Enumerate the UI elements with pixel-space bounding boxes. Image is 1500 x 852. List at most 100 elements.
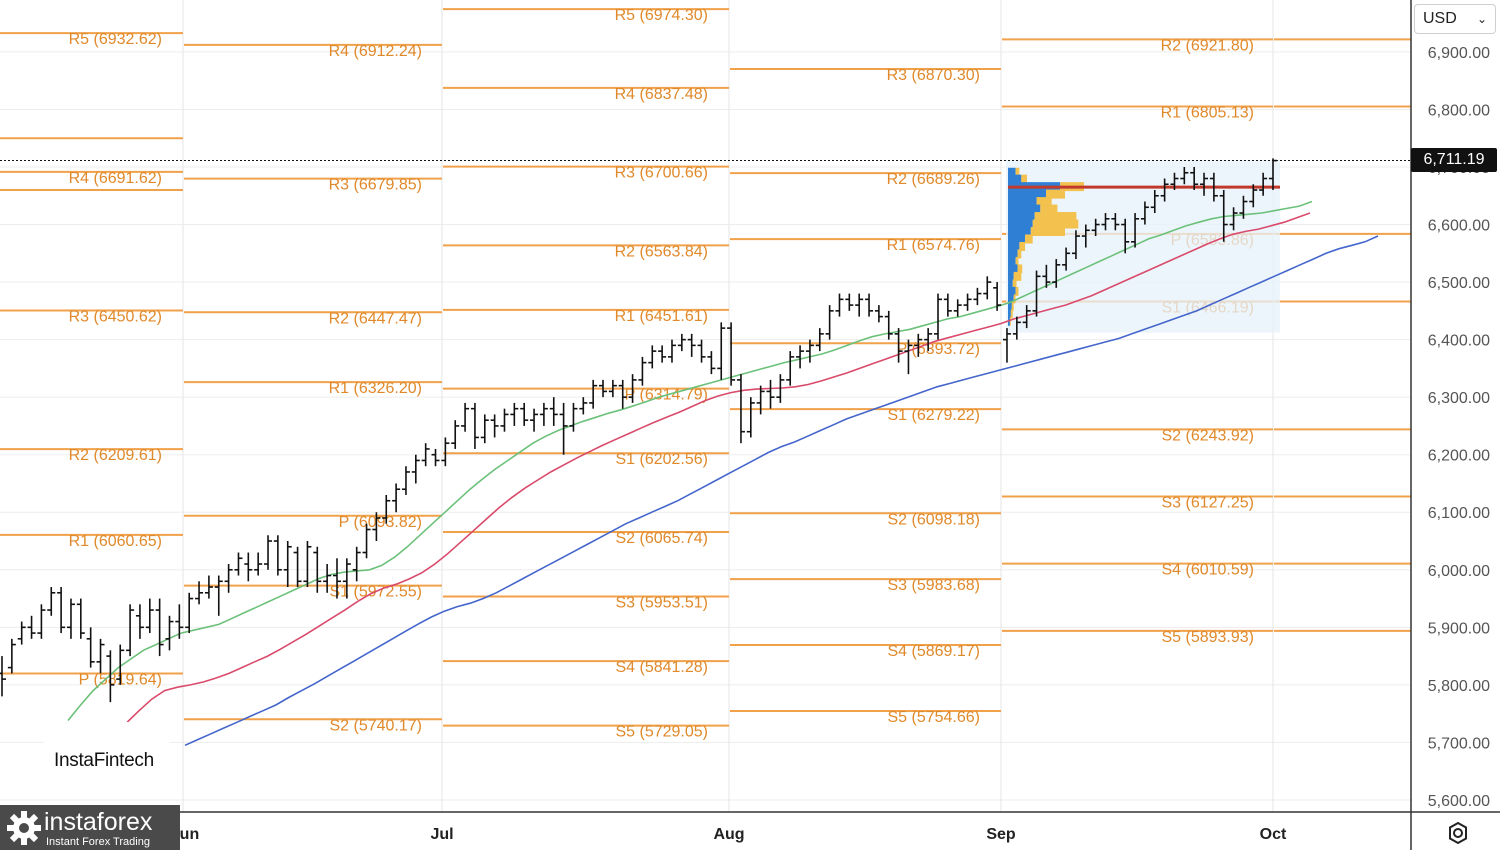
ohlc-bar [145,598,154,634]
ohlc-bar [855,293,864,317]
ohlc-bar [392,483,401,513]
ohlc-bar [993,282,1002,311]
ohlc-bar [934,293,943,340]
ohlc-bar [1209,172,1218,202]
pivot-label: R1 (6574.76) [887,237,980,254]
ohlc-bar [835,293,844,317]
pivot-label: S2 (6065.74) [615,530,708,547]
y-tick-label: 5,800.00 [1428,678,1490,695]
ohlc-bar [628,374,637,403]
ohlc-bar [884,310,893,340]
ohlc-bar [1012,316,1021,340]
ohlc-bar [1042,264,1051,288]
ohlc-bar [805,339,814,363]
pivot-label: S5 (5754.66) [887,709,980,726]
ohlc-bar [953,299,962,317]
ohlc-bar [1239,195,1248,219]
ohlc-bar [776,374,785,403]
volume-bar-down [1017,264,1023,274]
volume-bar-up [1008,219,1033,229]
ohlc-bar [638,356,647,386]
pivot-label: R1 (6060.65) [69,533,162,550]
ohlc-bar [1111,213,1120,231]
ohlc-bar [1200,172,1209,196]
ohlc-bar [648,345,657,369]
ohlc-bar [894,328,903,363]
ohlc-bar [175,604,184,639]
volume-bar-up [1008,174,1022,184]
volume-bar-up [1008,309,1011,319]
volume-bar-down [1025,234,1033,244]
settings-button[interactable] [1444,819,1472,847]
ohlc-bar [658,345,667,363]
pivot-label: R2 (6921.80) [1161,37,1254,54]
watermark-text: InstaFintech [54,750,154,771]
ohlc-bar [539,402,548,426]
volume-bar-up [1008,234,1026,244]
pivot-label: S2 (6243.92) [1161,427,1254,444]
volume-bar-up [1008,204,1041,214]
volume-bar-down [1030,227,1065,237]
ohlc-bar [1170,172,1179,191]
pivot-label: R1 (6326.20) [329,380,422,397]
brand-banner[interactable]: instaforex Instant Forex Trading [0,805,180,850]
volume-bar-down [1015,167,1020,177]
ohlc-bar [1081,224,1090,248]
volume-bar-up [1008,286,1016,296]
ohlc-bar [411,454,420,484]
ohlc-bar [717,322,726,380]
ohlc-bar [569,402,578,432]
volume-bar-up [1008,249,1018,259]
volume-bar-up [1008,301,1012,311]
ohlc-bar [264,535,273,570]
pivot-label: S2 (6098.18) [887,511,980,528]
pivot-label: R1 (6451.61) [615,308,708,325]
ohlc-bar [579,397,588,415]
ohlc-bar [37,604,46,639]
pivot-label: R2 (6689.26) [887,171,980,188]
pivot-label: S1 (6279.22) [887,407,980,424]
ohlc-bar [500,408,509,432]
y-tick-label: 6,000.00 [1428,563,1490,580]
ohlc-bar [1180,167,1189,185]
ohlc-bar [155,598,164,657]
y-tick-label: 6,300.00 [1428,390,1490,407]
y-tick-label: 5,600.00 [1428,793,1490,810]
pivot-label: S3 (5983.68) [887,577,980,594]
ohlc-bar [983,276,992,300]
ohlc-bar [549,397,558,426]
pivot-label: S5 (5729.05) [615,724,708,741]
ohlc-bar [431,448,440,467]
ma-slow-line [184,235,1379,747]
ohlc-bar [185,592,194,634]
ohlc-bar [943,293,952,317]
y-tick-label: 6,100.00 [1428,505,1490,522]
pivot-label: R4 (6912.24) [329,43,422,60]
y-tick-label: 6,900.00 [1428,45,1490,62]
currency-select[interactable]: USD ⌄ [1414,4,1496,34]
volume-bar-up [1008,264,1018,274]
ohlc-bar [865,293,874,317]
volume-bar-down [1015,286,1019,296]
ohlc-bar [372,512,381,542]
ohlc-bar [57,587,66,634]
volume-bar-down [1015,256,1019,266]
ohlc-bar [135,604,144,639]
volume-bar-up [1008,212,1035,222]
ma-mid-line [125,212,1311,724]
ohlc-bar [47,587,56,616]
ohlc-bar [451,420,460,449]
brand-tagline: Instant Forex Trading [46,836,150,848]
ohlc-bar [766,379,775,409]
ohlc-bar [224,564,233,593]
pivot-label: S3 (5953.51) [615,595,708,612]
ohlc-bar [667,339,676,363]
ma-fast-line [67,200,1313,722]
ohlc-bar [195,581,204,605]
ohlc-bar [7,638,16,674]
y-tick-label: 5,700.00 [1428,735,1490,752]
pivot-label: R3 (6450.62) [69,308,162,325]
ohlc-bar [815,328,824,352]
ohlc-bar [510,402,519,426]
